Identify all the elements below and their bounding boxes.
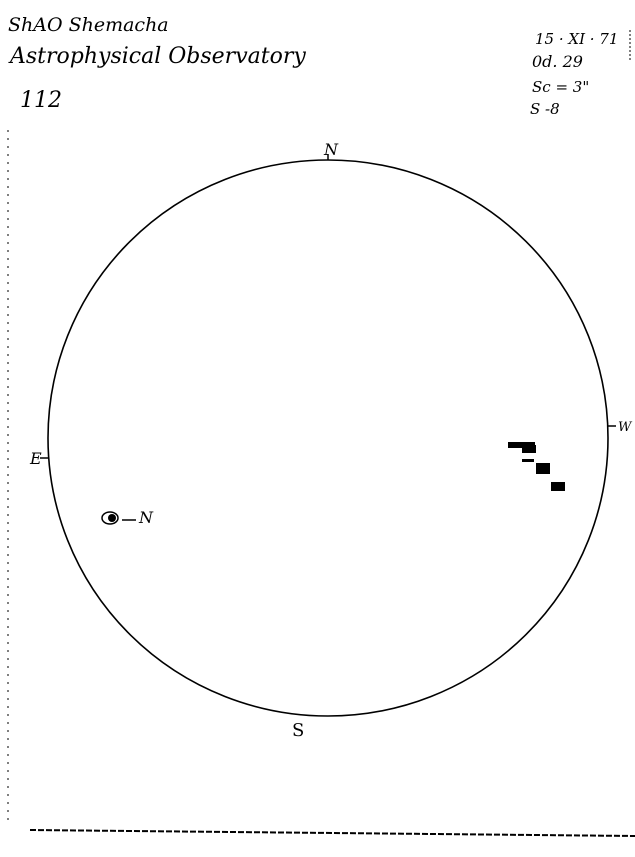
- sunspot: [551, 482, 565, 491]
- drawing-number: 112: [20, 88, 62, 113]
- page-edge-bottom: [29, 829, 635, 837]
- s-value: S -8: [530, 100, 560, 118]
- sunspot: [522, 445, 536, 453]
- sunspot-east-penumbra: [101, 511, 119, 525]
- observation-date: 15 · XI · 71: [535, 30, 619, 48]
- sunspot: [536, 463, 550, 474]
- sunspot-east-umbra: [108, 514, 116, 522]
- solar-disk: [47, 159, 609, 717]
- observatory-subtitle: Astrophysical Observatory: [10, 44, 306, 69]
- seeing-value: Sc = 3": [532, 78, 590, 96]
- sunspot: [508, 442, 535, 448]
- observatory-name: ShAO Shemacha: [8, 14, 169, 36]
- sunspot: [522, 459, 534, 462]
- sunspot-group-west: [508, 442, 565, 491]
- east-label: E: [30, 449, 42, 468]
- north-label: N: [324, 140, 338, 159]
- sunspot-polarity-label: N: [139, 508, 153, 527]
- west-label: W: [618, 420, 632, 435]
- observation-time: 0d. 29: [532, 52, 583, 71]
- south-label: S: [292, 720, 305, 741]
